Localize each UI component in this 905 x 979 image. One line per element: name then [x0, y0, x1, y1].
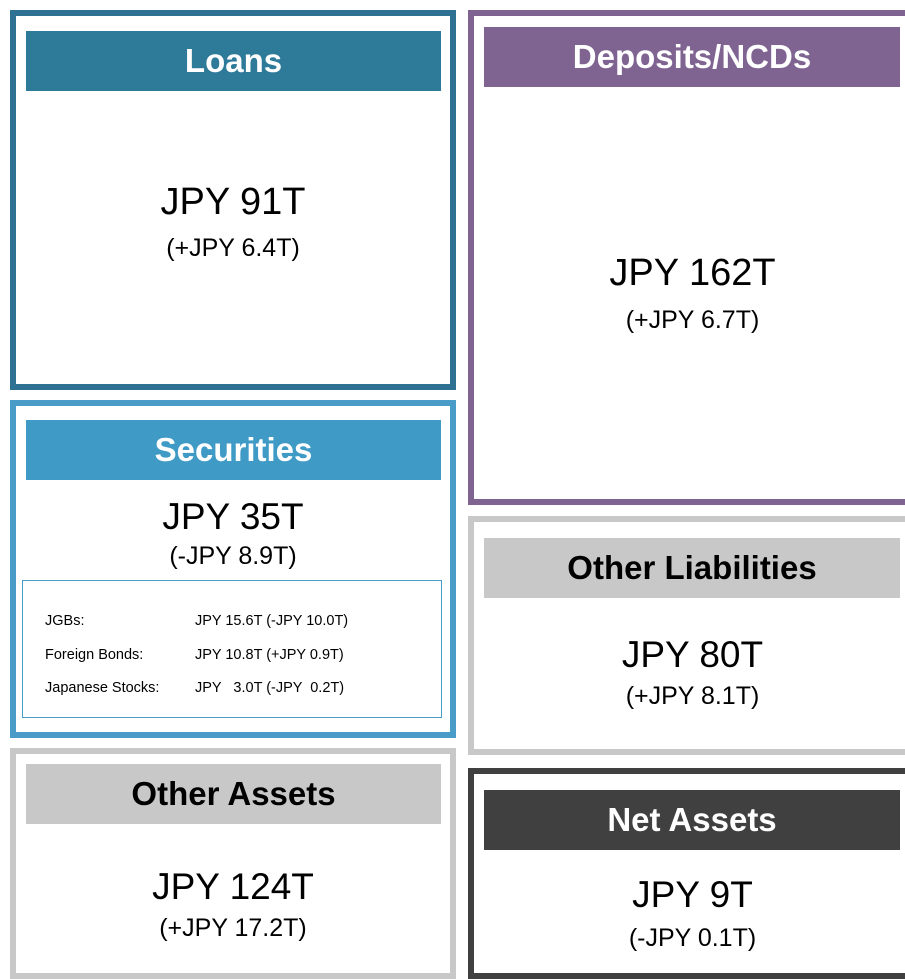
panel-value: JPY 124T [152, 866, 314, 907]
panel-value: JPY 9T [632, 874, 753, 915]
panel: Deposits/NCDs JPY 162T (+JPY 6.7T) [468, 10, 905, 505]
panel-header: Loans [26, 31, 441, 91]
panel-change: (-JPY 0.1T) [628, 924, 757, 952]
panel-header: Net Assets [484, 790, 900, 850]
panel: Securities JPY 35T (-JPY 8.9T) JGBs: JPY 15.… [10, 400, 456, 738]
panel: Loans JPY 91T (+JPY 6.4T) [10, 10, 456, 390]
detail-label: Japanese Stocks: [45, 680, 160, 696]
panel-value: JPY 35T [162, 496, 304, 537]
panel-value: JPY 162T [609, 252, 776, 294]
panel-change: (+JPY 6.7T) [625, 306, 760, 334]
panel: Net Assets JPY 9T (-JPY 0.1T) [468, 768, 905, 979]
panel: Other Liabilities JPY 80T (+JPY 8.1T) [468, 516, 905, 755]
detail-text: JPY 15.6T (-JPY 10.0T) [195, 613, 349, 629]
panel-value: JPY 80T [621, 634, 764, 675]
detail-label: Foreign Bonds: [45, 646, 144, 663]
panel-header: Securities [26, 420, 441, 480]
panel: Other Assets JPY 124T (+JPY 17.2T) [10, 748, 456, 979]
panel-change: (-JPY 8.9T) [169, 542, 297, 570]
panel-change: (+JPY 8.1T) [625, 682, 760, 710]
detail-text: JPY 10.8T (+JPY 0.9T) [195, 646, 344, 663]
detail-label: JGBs: [45, 613, 85, 629]
detail-text: JPY 3.0T (-JPY 0.2T) [195, 680, 345, 696]
panel-header: Deposits/NCDs [484, 27, 900, 87]
panel-header: Other Liabilities [484, 538, 900, 598]
panel-change: (+JPY 17.2T) [159, 914, 307, 942]
panel-value: JPY 91T [160, 181, 306, 223]
details-box: JGBs: JPY 15.6T (-JPY 10.0T) Foreign Bonds… [22, 580, 442, 718]
panel-change: (+JPY 6.4T) [166, 234, 300, 262]
panel-header: Other Assets [26, 764, 441, 824]
